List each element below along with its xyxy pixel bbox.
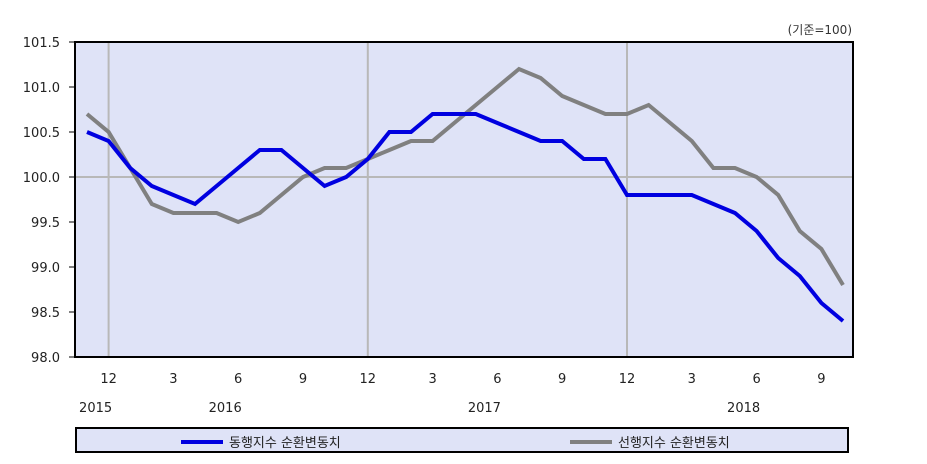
plot-area [74,41,854,358]
series-lines [85,66,845,323]
y-tick-label: 98.5 [31,306,60,321]
x-tick-label: 6 [234,372,242,387]
legend-item-leading: 선행지수 순환변동치 [570,432,730,451]
gridlines [76,43,852,356]
y-tick-label: 101.0 [23,81,60,96]
y-tick-label: 99.0 [31,261,60,276]
legend-swatch-gray [570,439,612,444]
x-tick-label: 9 [817,372,825,387]
year-label: 2015 [79,401,112,416]
line-chart: 98.0 98.5 99.0 99.5 100.0 100.5 101.0 101.5 12 3… [23,23,854,416]
legend-label: 동행지수 순환변동치 [229,436,341,451]
unit-note: (기준=100) [788,23,852,37]
x-tick-label: 6 [752,372,760,387]
legend-label: 선행지수 순환변동치 [618,436,730,451]
series-line [86,112,845,323]
legend: 동행지수 순환변동치 선행지수 순환변동치 [75,427,849,453]
y-axis: 98.0 98.5 99.0 99.5 100.0 100.5 101.0 101.5 [23,36,75,366]
y-tick-label: 99.5 [31,216,60,231]
y-tick-label: 101.5 [23,36,60,51]
y-tick-label: 98.0 [31,351,60,366]
year-label: 2017 [468,401,501,416]
x-tick-label: 6 [493,372,501,387]
x-tick-label: 9 [299,372,307,387]
y-tick-label: 100.5 [23,126,60,141]
year-label: 2018 [727,401,760,416]
x-tick-label: 3 [688,372,696,387]
legend-swatch-blue [181,439,223,444]
x-tick-label: 12 [619,372,636,387]
x-tick-label: 12 [100,372,117,387]
legend-item-coincident: 동행지수 순환변동치 [181,432,341,451]
x-tick-label: 9 [558,372,566,387]
x-tick-label: 3 [169,372,177,387]
x-axis: 12 3 6 9 12 3 6 9 12 3 6 9 2015 2016 2017 2018 [79,372,825,416]
y-tick-label: 100.0 [23,171,60,186]
x-tick-label: 12 [360,372,377,387]
x-tick-label: 3 [428,372,436,387]
year-label: 2016 [209,401,242,416]
